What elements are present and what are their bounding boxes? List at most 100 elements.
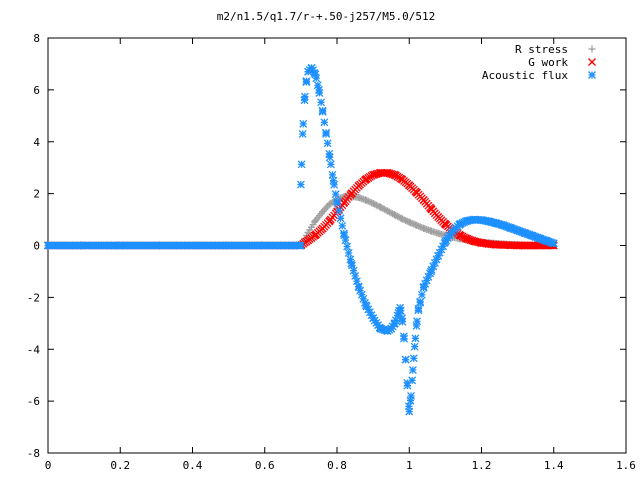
data-point bbox=[340, 231, 349, 240]
data-point bbox=[390, 319, 399, 328]
series-2 bbox=[44, 63, 558, 416]
legend-marker bbox=[588, 71, 596, 79]
series-layer bbox=[44, 63, 558, 416]
data-point bbox=[402, 216, 410, 224]
y-tick-label: 4 bbox=[33, 136, 40, 149]
data-point bbox=[341, 236, 350, 245]
data-point bbox=[434, 213, 443, 221]
data-point bbox=[427, 227, 435, 235]
y-tick-label: -4 bbox=[27, 343, 41, 356]
data-point bbox=[411, 334, 420, 343]
data-point bbox=[408, 366, 417, 374]
data-point bbox=[322, 204, 330, 212]
data-point bbox=[44, 241, 52, 250]
x-tick: 0.2 bbox=[110, 38, 130, 472]
data-point bbox=[401, 355, 410, 364]
legend-label: G work bbox=[528, 56, 568, 69]
x-tick: 1 bbox=[406, 38, 413, 472]
data-point bbox=[80, 241, 89, 250]
data-point bbox=[414, 306, 423, 315]
data-point bbox=[426, 204, 435, 213]
x-tick-label: 1 bbox=[406, 459, 413, 472]
x-tick-label: 0.8 bbox=[327, 459, 347, 472]
y-tick-label: -8 bbox=[27, 447, 40, 460]
data-point bbox=[520, 241, 529, 250]
data-point bbox=[362, 196, 370, 204]
data-point bbox=[328, 170, 337, 179]
x-tick-label: 0.6 bbox=[255, 459, 275, 472]
data-point bbox=[398, 314, 406, 323]
data-point bbox=[336, 214, 345, 223]
data-point bbox=[441, 237, 450, 246]
data-point bbox=[314, 85, 323, 94]
legend-marker bbox=[588, 45, 596, 53]
data-point bbox=[366, 198, 374, 206]
data-point bbox=[484, 239, 493, 248]
y-tick: 2 bbox=[33, 188, 626, 201]
data-point bbox=[318, 106, 327, 115]
data-point bbox=[528, 241, 537, 250]
data-point bbox=[367, 199, 375, 207]
data-point bbox=[304, 236, 313, 245]
data-point bbox=[506, 241, 515, 250]
y-tick-label: -6 bbox=[27, 395, 40, 408]
legend-marker bbox=[588, 58, 596, 66]
data-point bbox=[376, 168, 385, 177]
data-point bbox=[463, 234, 472, 243]
x-tick: 0.8 bbox=[327, 38, 347, 472]
data-point bbox=[434, 229, 442, 237]
data-point bbox=[326, 200, 334, 208]
x-tick: 0.6 bbox=[255, 38, 275, 472]
x-tick: 0 bbox=[45, 38, 51, 472]
data-point bbox=[403, 381, 412, 390]
data-point bbox=[499, 241, 508, 249]
data-point bbox=[300, 96, 309, 105]
data-point bbox=[311, 231, 320, 240]
data-point bbox=[369, 170, 378, 179]
y-tick-label: 6 bbox=[33, 84, 40, 97]
data-point bbox=[188, 241, 197, 250]
data-point bbox=[331, 190, 340, 199]
data-point bbox=[441, 220, 450, 229]
data-point bbox=[410, 342, 419, 351]
x-tick-label: 0.2 bbox=[110, 459, 130, 472]
data-point bbox=[491, 219, 500, 228]
data-point bbox=[313, 81, 322, 90]
data-point bbox=[369, 314, 378, 323]
data-point bbox=[412, 321, 421, 330]
data-point bbox=[513, 226, 522, 235]
data-point bbox=[335, 206, 343, 215]
y-tick: -8 bbox=[27, 447, 626, 460]
data-point bbox=[477, 238, 486, 247]
data-point bbox=[361, 175, 370, 184]
data-point bbox=[322, 130, 331, 138]
data-point bbox=[326, 160, 335, 169]
y-tick: -6 bbox=[27, 395, 626, 408]
data-point bbox=[420, 224, 428, 232]
data-point bbox=[484, 217, 493, 226]
data-point bbox=[470, 237, 479, 246]
x-tick: 0.4 bbox=[183, 38, 203, 472]
data-point bbox=[399, 332, 408, 341]
data-point bbox=[376, 203, 384, 211]
data-point bbox=[297, 160, 306, 169]
data-point bbox=[390, 170, 399, 179]
data-point bbox=[320, 118, 329, 127]
y-tick: 4 bbox=[33, 136, 626, 149]
data-point bbox=[302, 78, 311, 87]
x-tick-label: 1.6 bbox=[616, 459, 636, 472]
y-tick-label: 2 bbox=[33, 188, 40, 201]
x-tick-label: 1.2 bbox=[472, 459, 492, 472]
legend-label: R stress bbox=[515, 43, 568, 56]
data-point bbox=[528, 231, 537, 240]
data-point bbox=[376, 324, 385, 333]
data-point bbox=[398, 175, 406, 184]
data-point bbox=[325, 216, 334, 225]
data-point bbox=[325, 153, 334, 162]
data-point bbox=[419, 283, 428, 291]
data-point bbox=[391, 211, 399, 219]
data-point bbox=[499, 221, 508, 230]
data-point bbox=[354, 283, 363, 291]
